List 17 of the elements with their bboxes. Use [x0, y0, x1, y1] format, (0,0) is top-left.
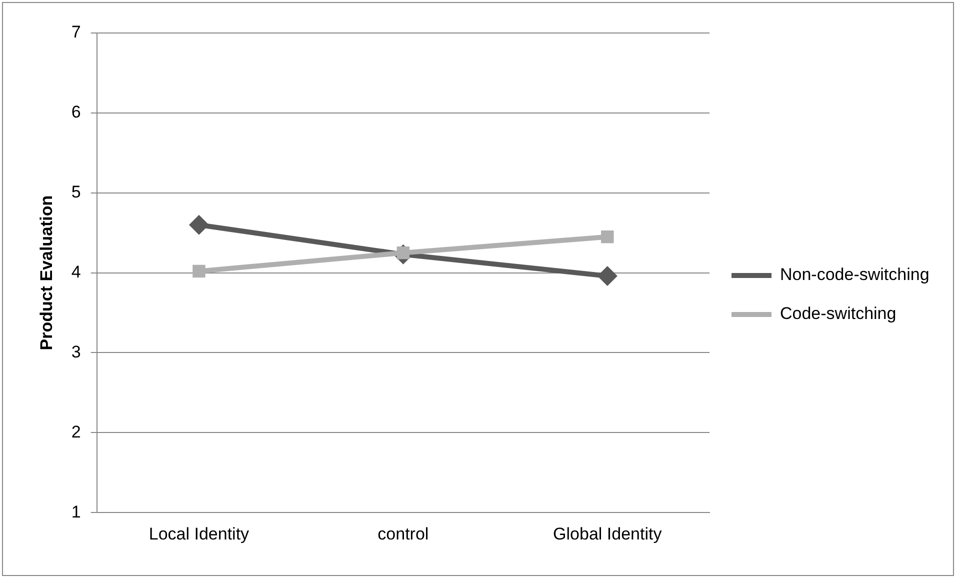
y-tick-label: 4 — [71, 262, 81, 282]
y-tick-label: 7 — [71, 22, 81, 42]
y-tick-label: 3 — [71, 342, 81, 362]
y-tick-label: 5 — [71, 182, 81, 202]
point — [188, 214, 209, 235]
y-axis-title: Product Evaluation — [36, 195, 56, 350]
point — [601, 230, 614, 244]
y-tick-label: 1 — [71, 502, 81, 522]
x-tick-label: control — [378, 524, 429, 544]
y-tick-label: 2 — [71, 422, 81, 442]
legend-label: Code-switching — [780, 304, 896, 324]
x-tick-label: Global Identity — [553, 524, 662, 544]
y-tick-label: 6 — [71, 102, 81, 122]
point — [597, 266, 618, 286]
point — [192, 264, 206, 278]
x-tick-label: Local Identity — [148, 524, 250, 544]
legend-label: Non-code-switching — [780, 265, 930, 284]
